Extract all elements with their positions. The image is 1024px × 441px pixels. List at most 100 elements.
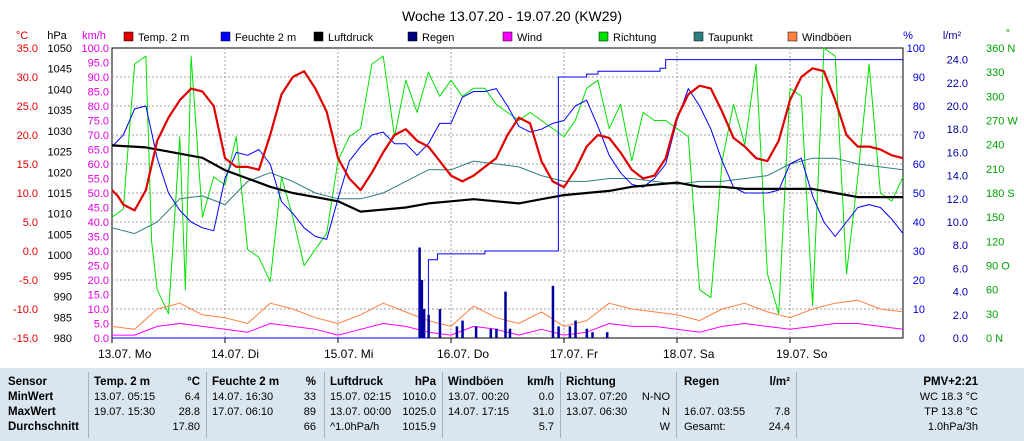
wind-tick-label: 20.0 (88, 275, 109, 287)
wind-tick-label: 35.0 (88, 232, 109, 244)
legend-swatch (693, 31, 704, 42)
direction-tick-label: 150 (986, 212, 1004, 224)
wind-tick-label: 90.0 (88, 72, 109, 84)
legend-swatch (220, 31, 231, 42)
legend-swatch (598, 31, 609, 42)
legend-label: Feuchte 2 m (235, 32, 296, 44)
series-line (112, 323, 904, 336)
chart-title: Woche 13.07.20 - 19.07.20 (KW29) (402, 8, 622, 24)
pressure-tick-label: 1050 (48, 43, 72, 55)
axis-unit-direction: ° (1006, 28, 1010, 40)
weather-chart-svg: Woche 13.07.20 - 19.07.20 (KW29) °C hPa km/… (13, 8, 1018, 361)
rain-bar (585, 328, 589, 338)
pressure-tick-label: 1045 (48, 64, 72, 76)
rain-tick-label: 20.0 (947, 101, 968, 113)
day-label: 14.07. Di (211, 347, 259, 361)
day-label: 16.07. Do (437, 347, 489, 361)
wind-tick-label: 55.0 (88, 174, 109, 186)
direction-tick-label: 60 (986, 285, 998, 297)
wind-tick-label: 10.0 (88, 304, 109, 316)
wind-tick-label: 15.0 (88, 290, 109, 302)
weather-chart: Woche 13.07.20 - 19.07.20 (KW29) °C hPa km/… (12, 8, 1019, 361)
temp-tick-label: 15.0 (17, 159, 38, 171)
rain-bar (427, 314, 430, 338)
rain-tick-label: 16.0 (947, 147, 968, 159)
rain-bar (461, 320, 464, 338)
direction-tick-label: 90 O (986, 261, 1010, 273)
stats-pressure-min: 1010.0 (402, 391, 436, 403)
day-label: 15.07. Mi (324, 347, 373, 361)
day-label: 18.07. Sa (663, 347, 715, 361)
stats-direction-min-time: 13.07. 07:20 (566, 391, 628, 403)
stats-gust-min-time: 13.07. 00:20 (448, 391, 510, 403)
stats-separator (324, 372, 325, 438)
direction-tick-label: 120 (986, 236, 1004, 248)
stats-temp-min-time: 13.07. 05:15 (94, 391, 156, 403)
stats-gust-min: 0.0 (538, 391, 554, 403)
legend-label: Wind (517, 32, 542, 44)
stats-separator (88, 372, 89, 438)
stats-dewpoint: TP 13.8 °C (924, 406, 978, 418)
rain-tick-label: 2.0 (953, 310, 968, 322)
direction-tick-label: 360 N (986, 43, 1015, 55)
wind-tick-label: 95.0 (88, 58, 109, 70)
day-label: 17.07. Fr (550, 347, 598, 361)
stats-direction-column: Richtung 13.07. 07:20 N-NO 13.07. 06:30 … (566, 368, 674, 441)
plot-frame (111, 47, 904, 339)
stats-avg-label: Durchschnitt (8, 421, 79, 433)
temp-tick-label: -5.0 (19, 275, 38, 287)
legend-swatch (502, 31, 513, 42)
pressure-tick-label: 980 (54, 333, 72, 345)
rain-bar (504, 291, 507, 338)
legend-label: Windböen (802, 32, 852, 44)
rain-tick-label: 14.0 (947, 171, 968, 183)
stats-temp-min: 6.4 (184, 391, 200, 403)
temp-tick-label: 20.0 (17, 130, 38, 142)
axis-unit-temp: °C (16, 30, 28, 42)
wind-tick-label: 75.0 (88, 116, 109, 128)
rain-bar (418, 247, 421, 338)
stats-pressure-unit: hPa (414, 376, 436, 388)
rain-tick-label: 0.0 (953, 333, 968, 345)
rain-bar (551, 285, 555, 338)
stats-pressure-max-time: 13.07. 00:00 (330, 406, 392, 418)
rain-bar (422, 309, 426, 338)
stats-pmv-header: PMV+2:21 (923, 376, 978, 388)
humidity-tick-label: 20 (913, 275, 925, 287)
rain-tick-label: 8.0 (953, 240, 968, 252)
stats-pressure-trend: 1.0hPa/3h (927, 421, 978, 433)
stats-gust-unit: km/h (527, 376, 554, 388)
wind-tick-label: 50.0 (88, 188, 109, 200)
humidity-tick-label: 10 (913, 304, 925, 316)
rain-bar (495, 328, 498, 338)
legend-swatch (787, 31, 798, 42)
wind-tick-label: 60.0 (88, 159, 109, 171)
direction-tick-label: 300 (986, 91, 1004, 103)
wind-tick-label: 40.0 (88, 217, 109, 229)
stats-humidity-min: 33 (303, 391, 316, 403)
rain-bar (574, 320, 577, 338)
rain-bar (508, 328, 512, 338)
rain-bar (591, 332, 594, 338)
pressure-tick-label: 1010 (48, 209, 72, 221)
stats-humidity-min-time: 14.07. 16:30 (212, 391, 274, 403)
stats-direction-avg: W (659, 421, 670, 433)
humidity-tick-label: 50 (913, 188, 925, 200)
pressure-tick-label: 1020 (48, 167, 72, 179)
stats-pressure-avg: 1015.9 (402, 421, 436, 433)
legend-label: Taupunkt (708, 32, 753, 44)
direction-tick-label: 270 W (986, 116, 1018, 128)
stats-rain-total-label: Gesamt: (684, 421, 726, 433)
humidity-tick-label: 100 (907, 43, 925, 55)
stats-gust-column: Windböen km/h 13.07. 00:20 0.0 14.07. 17… (448, 368, 558, 441)
stats-pressure-column: Luftdruck hPa 15.07. 02:15 1010.0 13.07.… (330, 368, 440, 441)
day-label: 19.07. So (776, 347, 828, 361)
day-label: 13.07. Mo (98, 347, 152, 361)
axis-unit-rain: l/m² (943, 30, 962, 42)
stats-separator (676, 372, 677, 438)
wind-tick-label: 100.0 (81, 43, 109, 55)
humidity-tick-label: 80 (913, 101, 925, 113)
series-line (111, 88, 904, 240)
humidity-tick-label: 70 (913, 130, 925, 142)
rain-tick-label: 18.0 (947, 124, 968, 136)
